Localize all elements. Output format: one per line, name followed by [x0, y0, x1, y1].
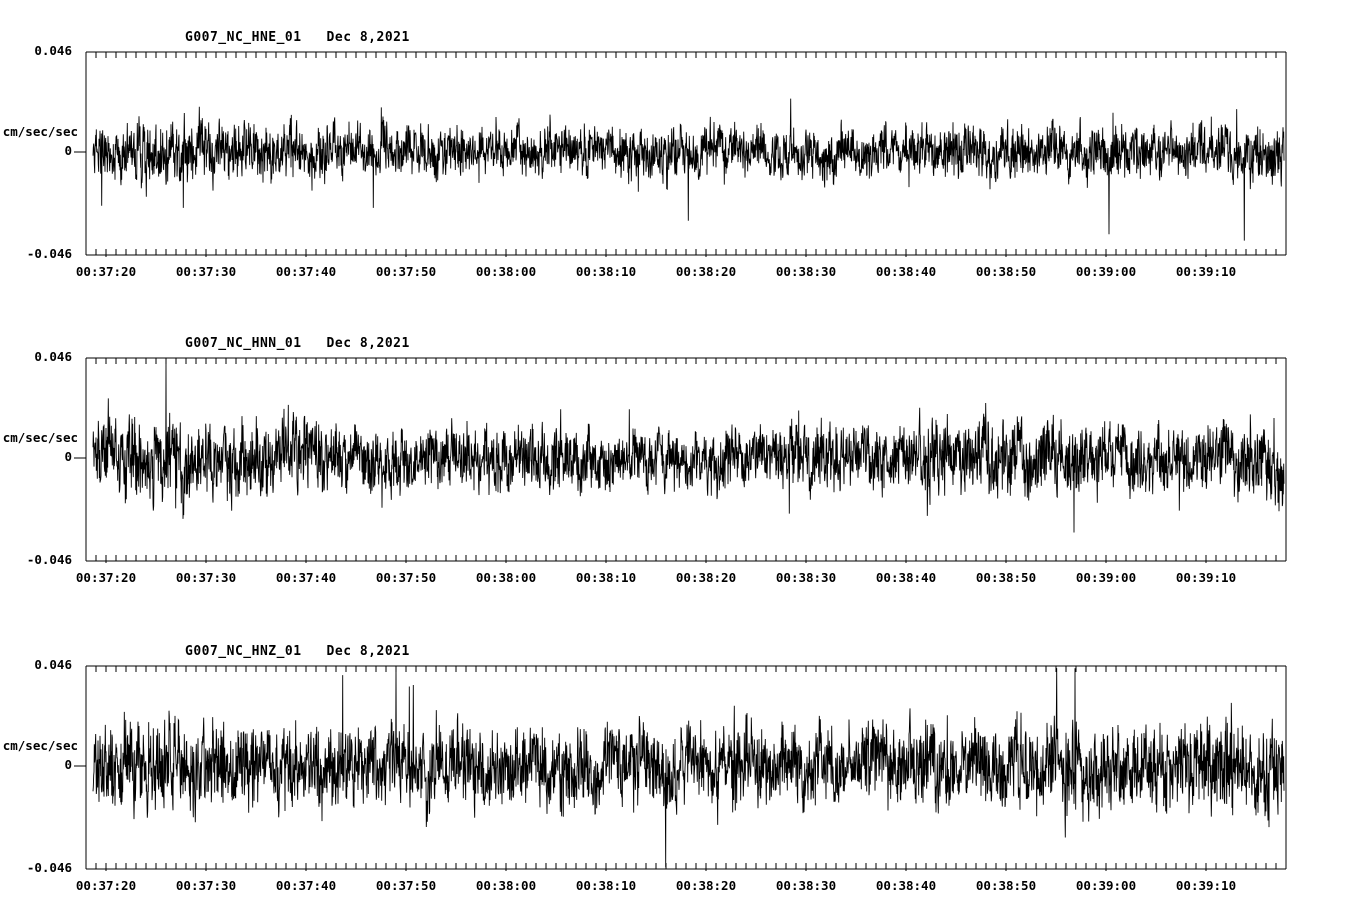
waveform-trace: [92, 98, 1285, 241]
panel-title: G007_NC_HNE_01 Dec 8,2021: [185, 30, 410, 45]
x-tick-label: 00:38:10: [575, 264, 637, 279]
y-tick-label-zero: 0: [64, 449, 72, 464]
x-tick-label: 00:38:40: [875, 878, 937, 893]
x-tick-label: 00:39:00: [1075, 570, 1137, 585]
plot-frame: [85, 665, 1287, 870]
y-axis-unit-label: cm/sec/sec: [2, 738, 78, 753]
x-tick-label: 00:38:10: [575, 570, 637, 585]
y-tick-label-min: -0.046: [26, 246, 72, 261]
panel-title: G007_NC_HNN_01 Dec 8,2021: [185, 336, 410, 351]
y-tick-label-min: -0.046: [26, 552, 72, 567]
x-axis-major-ticks: [105, 869, 1207, 871]
x-tick-label: 00:38:40: [875, 570, 937, 585]
plot-area: [74, 51, 1287, 257]
x-tick-label: 00:37:30: [175, 570, 237, 585]
y-tick-label-max: 0.046: [34, 43, 72, 58]
y-tick-label-min: -0.046: [26, 860, 72, 875]
x-tick-label: 00:38:50: [975, 570, 1037, 585]
plot-area: [74, 357, 1287, 563]
x-axis-major-ticks: [105, 561, 1207, 563]
x-tick-label: 00:37:40: [275, 570, 337, 585]
x-tick-label: 00:37:40: [275, 878, 337, 893]
x-tick-label: 00:39:00: [1075, 264, 1137, 279]
y-axis-unit-label: cm/sec/sec: [2, 124, 78, 139]
x-tick-label: 00:38:00: [475, 878, 537, 893]
y-tick-label-max: 0.046: [34, 657, 72, 672]
x-axis-major-ticks: [105, 255, 1207, 257]
x-tick-label: 00:37:50: [375, 264, 437, 279]
x-tick-label: 00:37:30: [175, 264, 237, 279]
x-tick-label: 00:38:30: [775, 264, 837, 279]
waveform-trace: [92, 667, 1285, 868]
y-tick-label-zero: 0: [64, 757, 72, 772]
plot-frame: [85, 51, 1287, 256]
x-tick-label: 00:38:30: [775, 878, 837, 893]
waveform-trace: [92, 360, 1285, 533]
x-tick-label: 00:38:00: [475, 264, 537, 279]
x-tick-label: 00:39:00: [1075, 878, 1137, 893]
x-tick-label: 00:37:30: [175, 878, 237, 893]
x-tick-label: 00:39:10: [1175, 878, 1237, 893]
x-tick-label: 00:38:00: [475, 570, 537, 585]
panel-title: G007_NC_HNZ_01 Dec 8,2021: [185, 644, 410, 659]
x-axis-minor-ticks: [95, 52, 1277, 255]
plot-frame: [85, 357, 1287, 562]
x-tick-label: 00:37:20: [75, 264, 137, 279]
x-tick-label: 00:38:50: [975, 264, 1037, 279]
x-tick-label: 00:38:20: [675, 264, 737, 279]
x-tick-label: 00:39:10: [1175, 264, 1237, 279]
x-tick-label: 00:38:20: [675, 878, 737, 893]
y-tick-label-max: 0.046: [34, 349, 72, 364]
x-axis-minor-ticks: [95, 666, 1277, 869]
x-tick-label: 00:38:10: [575, 878, 637, 893]
x-tick-label: 00:39:10: [1175, 570, 1237, 585]
y-axis-unit-label: cm/sec/sec: [2, 430, 78, 445]
x-tick-label: 00:38:40: [875, 264, 937, 279]
x-tick-label: 00:38:30: [775, 570, 837, 585]
plot-area: [74, 665, 1287, 871]
x-tick-label: 00:37:50: [375, 878, 437, 893]
x-tick-label: 00:37:40: [275, 264, 337, 279]
x-tick-label: 00:37:20: [75, 878, 137, 893]
x-tick-label: 00:38:50: [975, 878, 1037, 893]
x-tick-label: 00:37:50: [375, 570, 437, 585]
x-axis-minor-ticks: [95, 358, 1277, 561]
x-tick-label: 00:37:20: [75, 570, 137, 585]
x-tick-label: 00:38:20: [675, 570, 737, 585]
y-tick-label-zero: 0: [64, 143, 72, 158]
